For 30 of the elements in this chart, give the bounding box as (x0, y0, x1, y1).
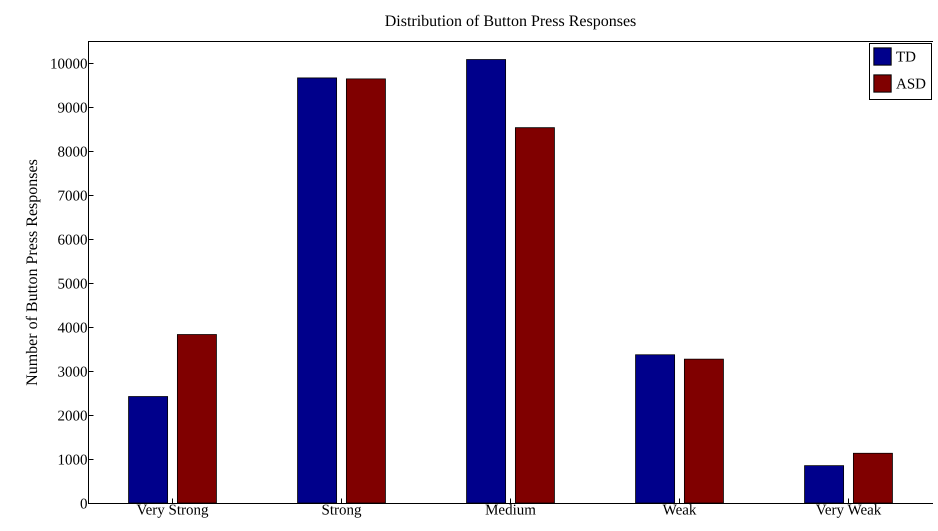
y-axis-title: Number of Button Press Responses (24, 159, 41, 386)
y-tick-label: 2000 (58, 408, 88, 424)
bar (684, 358, 724, 504)
x-tick-label: Strong (321, 502, 362, 518)
bar (635, 354, 676, 504)
y-tick-label: 3000 (58, 364, 88, 380)
y-tick-label: 4000 (58, 320, 88, 336)
y-tick-label: 10000 (50, 56, 88, 72)
y-tick-label: 5000 (58, 276, 88, 292)
y-tick-label: 7000 (58, 188, 88, 204)
chart-title: Distribution of Button Press Responses (384, 13, 636, 30)
legend-label: TD (896, 50, 916, 66)
bar (852, 452, 893, 504)
bar (128, 396, 168, 504)
bar (346, 78, 386, 504)
bar (466, 59, 506, 504)
y-tick-label: 8000 (58, 144, 88, 160)
y-tick-label: 9000 (58, 100, 88, 116)
y-tick-label: 6000 (58, 232, 88, 248)
bar (514, 127, 555, 504)
bar (176, 334, 217, 504)
y-tick-label: 0 (80, 496, 88, 512)
x-tick-label: Very Strong (136, 502, 210, 518)
legend-label: ASD (896, 76, 926, 92)
x-tick-label: Medium (485, 502, 536, 518)
y-tick-label: 1000 (58, 452, 88, 468)
bar (804, 465, 844, 504)
bar (297, 78, 338, 504)
x-tick-label: Weak (662, 502, 697, 518)
x-tick-label: Very Weak (816, 502, 882, 518)
